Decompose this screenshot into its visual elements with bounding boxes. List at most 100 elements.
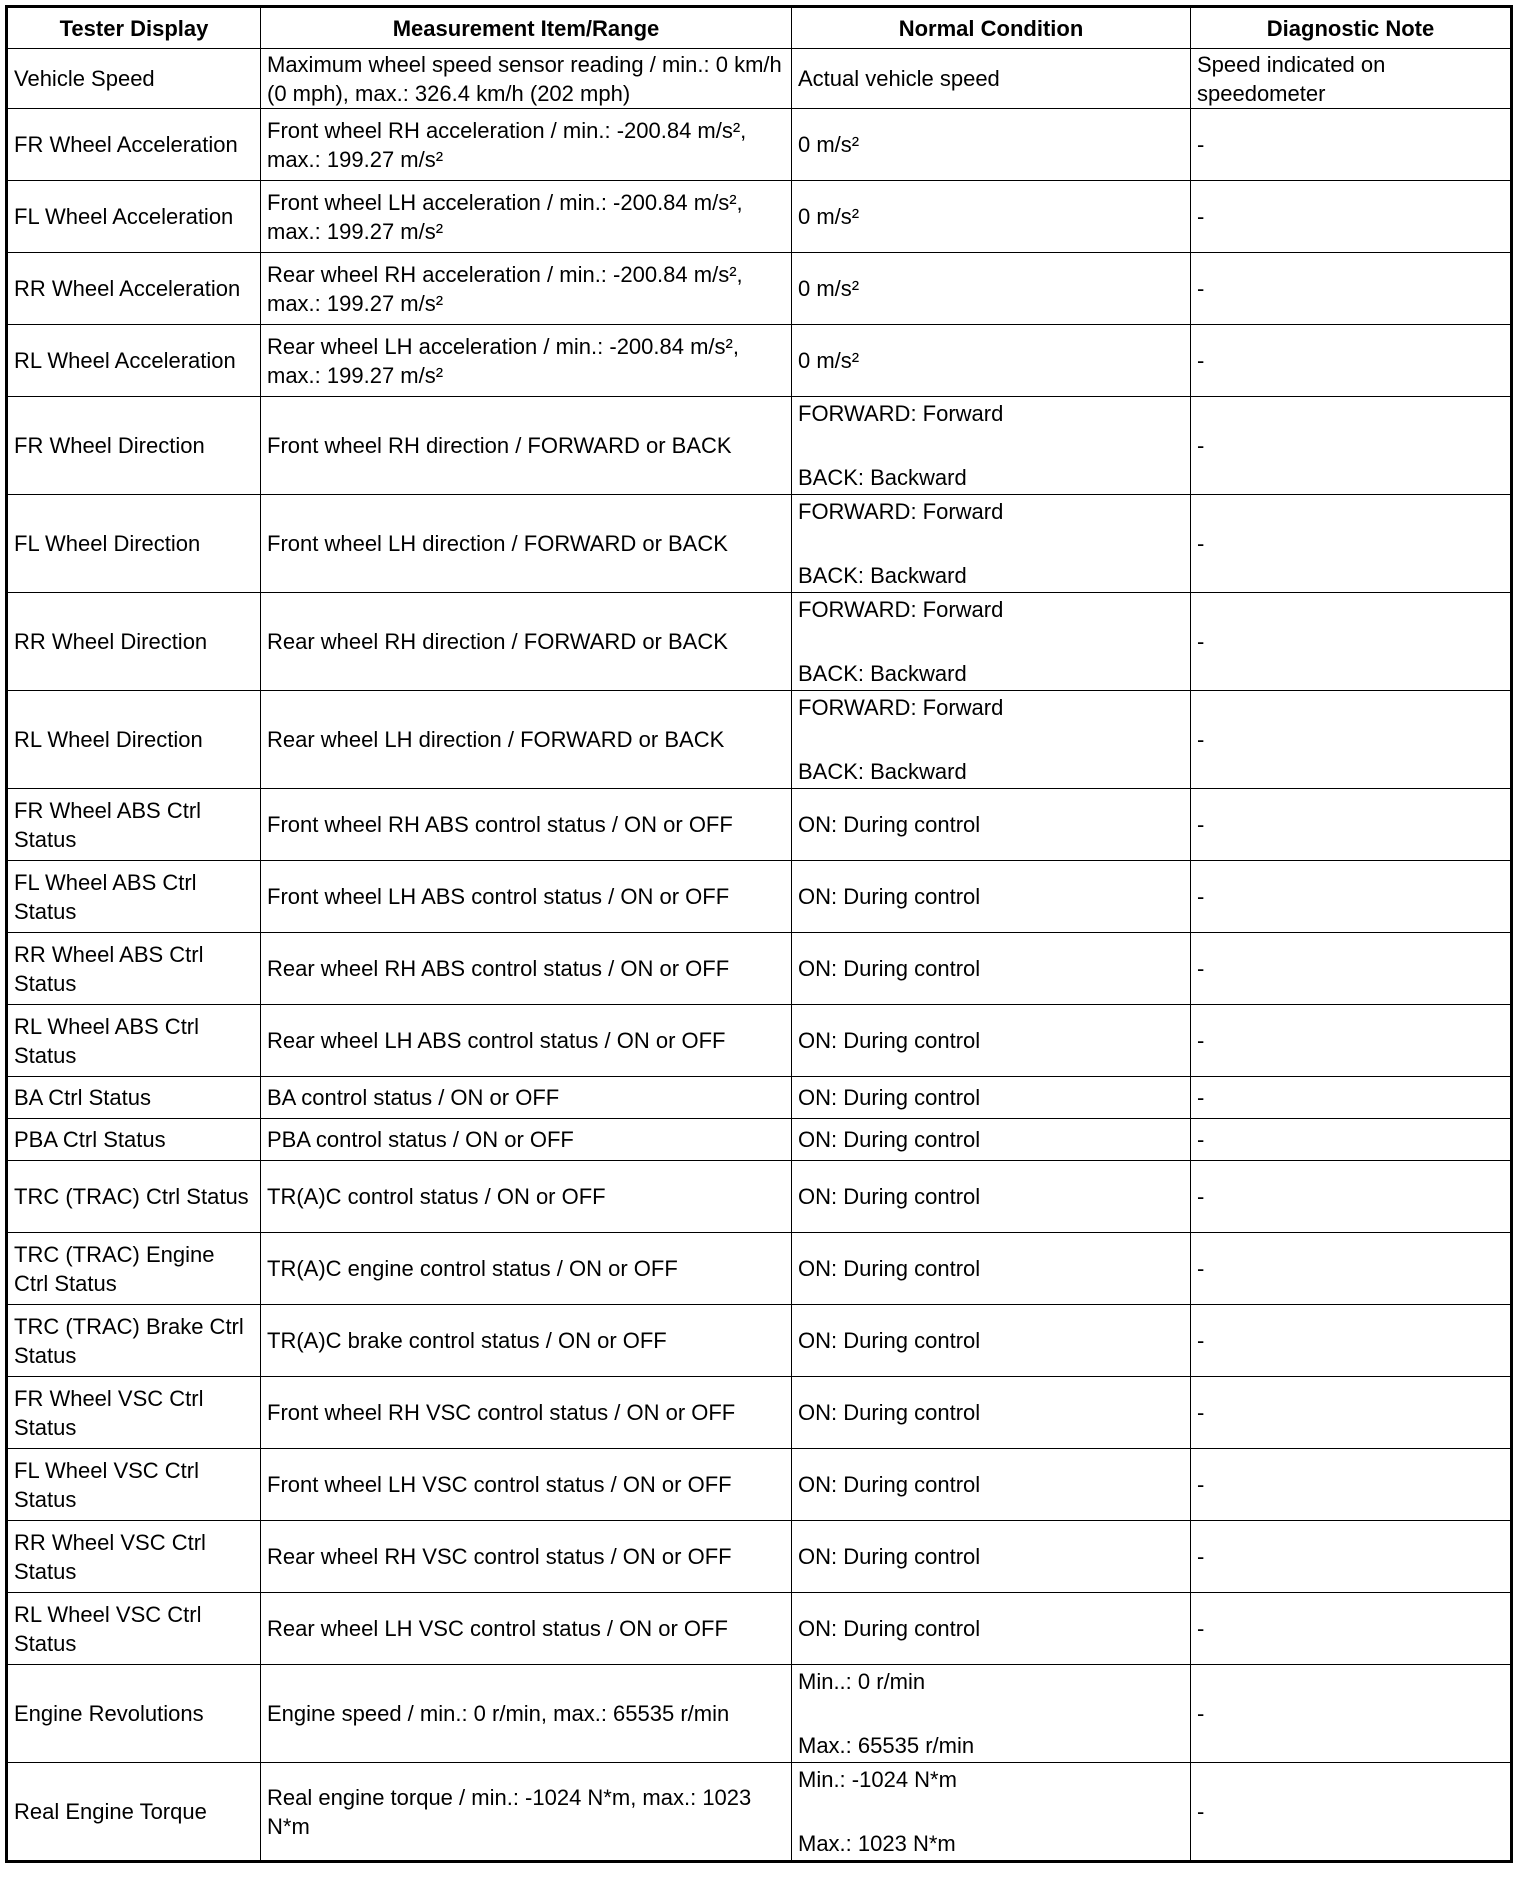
normal-condition-cell: 0 m/s² <box>791 180 1191 253</box>
diagnostic-note-cell: - <box>1190 592 1512 691</box>
measurement-range-cell: Front wheel LH acceleration / min.: -200… <box>260 180 792 253</box>
normal-condition-cell: Min..: 0 r/min Max.: 65535 r/min <box>791 1664 1191 1763</box>
table-row: FL Wheel ABS Ctrl Status Front wheel LH A… <box>6 860 1512 933</box>
table-row: FR Wheel Acceleration Front wheel RH acce… <box>6 108 1512 181</box>
header-diagnostic-note: Diagnostic Note <box>1190 6 1512 49</box>
normal-condition-cell: ON: During control <box>791 788 1191 861</box>
normal-condition-cell: ON: During control <box>791 1076 1191 1119</box>
table-row: TRC (TRAC) Ctrl Status TR(A)C control sta… <box>6 1160 1512 1233</box>
normal-condition-lines: FORWARD: Forward BACK: Backward <box>798 594 1184 690</box>
tester-display-cell: Vehicle Speed <box>6 48 261 109</box>
tester-display-cell: Engine Revolutions <box>6 1664 261 1763</box>
measurement-range-cell: Front wheel RH ABS control status / ON o… <box>260 788 792 861</box>
measurement-range-cell: Rear wheel LH direction / FORWARD or BAC… <box>260 690 792 789</box>
normal-condition-cell: ON: During control <box>791 1232 1191 1305</box>
diagnostic-note-cell: - <box>1190 396 1512 495</box>
normal-condition-line: Min.: -1024 N*m <box>798 1767 957 1792</box>
table-row: FR Wheel ABS Ctrl Status Front wheel RH A… <box>6 788 1512 861</box>
normal-condition-cell: 0 m/s² <box>791 324 1191 397</box>
measurement-range-cell: PBA control status / ON or OFF <box>260 1118 792 1161</box>
measurement-range-cell: Engine speed / min.: 0 r/min, max.: 6553… <box>260 1664 792 1763</box>
normal-condition-cell: ON: During control <box>791 1376 1191 1449</box>
tester-display-cell: Real Engine Torque <box>6 1762 261 1862</box>
normal-condition-line: BACK: Backward <box>798 465 967 490</box>
measurement-range-cell: Rear wheel LH acceleration / min.: -200.… <box>260 324 792 397</box>
diagnostic-note-cell: - <box>1190 932 1512 1005</box>
header-row: Tester Display Measurement Item/Range No… <box>6 6 1512 49</box>
normal-condition-lines: FORWARD: Forward BACK: Backward <box>798 496 1184 592</box>
normal-condition-line: Max.: 65535 r/min <box>798 1733 975 1758</box>
table-row: FR Wheel Direction Front wheel RH directi… <box>6 396 1512 495</box>
normal-condition-cell: FORWARD: Forward BACK: Backward <box>791 494 1191 593</box>
table-row: Vehicle Speed Maximum wheel speed sensor … <box>6 48 1512 109</box>
normal-condition-cell: ON: During control <box>791 932 1191 1005</box>
normal-condition-cell: ON: During control <box>791 1304 1191 1377</box>
table-row: RR Wheel ABS Ctrl Status Rear wheel RH AB… <box>6 932 1512 1005</box>
table-row: RL Wheel ABS Ctrl Status Rear wheel LH AB… <box>6 1004 1512 1077</box>
tester-display-cell: FL Wheel ABS Ctrl Status <box>6 860 261 933</box>
tester-display-cell: RL Wheel Acceleration <box>6 324 261 397</box>
tester-display-cell: TRC (TRAC) Ctrl Status <box>6 1160 261 1233</box>
normal-condition-lines: FORWARD: Forward BACK: Backward <box>798 398 1184 494</box>
measurement-range-cell: TR(A)C engine control status / ON or OFF <box>260 1232 792 1305</box>
measurement-range-cell: Rear wheel LH ABS control status / ON or… <box>260 1004 792 1077</box>
measurement-range-cell: Rear wheel RH acceleration / min.: -200.… <box>260 252 792 325</box>
normal-condition-cell: ON: During control <box>791 1004 1191 1077</box>
measurement-range-cell: Front wheel RH VSC control status / ON o… <box>260 1376 792 1449</box>
normal-condition-line: BACK: Backward <box>798 563 967 588</box>
table-row: TRC (TRAC) Brake Ctrl Status TR(A)C brake… <box>6 1304 1512 1377</box>
measurement-range-cell: TR(A)C brake control status / ON or OFF <box>260 1304 792 1377</box>
normal-condition-cell: 0 m/s² <box>791 108 1191 181</box>
data-list-table: Tester Display Measurement Item/Range No… <box>5 5 1513 1863</box>
diagnostic-note-cell: - <box>1190 1076 1512 1119</box>
normal-condition-lines: Min..: 0 r/min Max.: 65535 r/min <box>798 1666 1184 1762</box>
normal-condition-cell: Min.: -1024 N*m Max.: 1023 N*m <box>791 1762 1191 1862</box>
measurement-range-cell: Front wheel RH direction / FORWARD or BA… <box>260 396 792 495</box>
tester-display-cell: FR Wheel Direction <box>6 396 261 495</box>
normal-condition-line: BACK: Backward <box>798 661 967 686</box>
tester-display-cell: TRC (TRAC) Brake Ctrl Status <box>6 1304 261 1377</box>
diagnostic-note-cell: Speed indicated on speedometer <box>1190 48 1512 109</box>
normal-condition-cell: ON: During control <box>791 860 1191 933</box>
normal-condition-cell: FORWARD: Forward BACK: Backward <box>791 396 1191 495</box>
normal-condition-cell: Actual vehicle speed <box>791 48 1191 109</box>
diagnostic-note-cell: - <box>1190 860 1512 933</box>
measurement-range-cell: Rear wheel LH VSC control status / ON or… <box>260 1592 792 1665</box>
tester-display-cell: RR Wheel Direction <box>6 592 261 691</box>
diagnostic-note-cell: - <box>1190 1376 1512 1449</box>
table-row: RL Wheel VSC Ctrl Status Rear wheel LH VS… <box>6 1592 1512 1665</box>
table-row: Engine Revolutions Engine speed / min.: 0… <box>6 1664 1512 1763</box>
diagnostic-note-cell: - <box>1190 324 1512 397</box>
table-row: PBA Ctrl Status PBA control status / ON o… <box>6 1118 1512 1161</box>
normal-condition-cell: 0 m/s² <box>791 252 1191 325</box>
tester-display-cell: RL Wheel Direction <box>6 690 261 789</box>
measurement-range-cell: Rear wheel RH ABS control status / ON or… <box>260 932 792 1005</box>
table-row: RL Wheel Direction Rear wheel LH directio… <box>6 690 1512 789</box>
normal-condition-cell: ON: During control <box>791 1118 1191 1161</box>
diagnostic-note-cell: - <box>1190 108 1512 181</box>
table-row: RL Wheel Acceleration Rear wheel LH accel… <box>6 324 1512 397</box>
tester-display-cell: FR Wheel ABS Ctrl Status <box>6 788 261 861</box>
table-row: BA Ctrl Status BA control status / ON or … <box>6 1076 1512 1119</box>
normal-condition-lines: Min.: -1024 N*m Max.: 1023 N*m <box>798 1764 1184 1861</box>
measurement-range-cell: Front wheel RH acceleration / min.: -200… <box>260 108 792 181</box>
measurement-range-cell: Front wheel LH VSC control status / ON o… <box>260 1448 792 1521</box>
header-measurement-item: Measurement Item/Range <box>260 6 792 49</box>
table-row: RR Wheel Direction Rear wheel RH directio… <box>6 592 1512 691</box>
tester-display-cell: TRC (TRAC) Engine Ctrl Status <box>6 1232 261 1305</box>
diagnostic-note-cell: - <box>1190 180 1512 253</box>
diagnostic-note-cell: - <box>1190 1160 1512 1233</box>
normal-condition-line: Min..: 0 r/min <box>798 1669 926 1694</box>
normal-condition-line: FORWARD: Forward <box>798 401 1004 426</box>
diagnostic-note-cell: - <box>1190 690 1512 789</box>
normal-condition-line: FORWARD: Forward <box>798 597 1004 622</box>
normal-condition-line: BACK: Backward <box>798 759 967 784</box>
measurement-range-cell: Maximum wheel speed sensor reading / min… <box>260 48 792 109</box>
tester-display-cell: RR Wheel Acceleration <box>6 252 261 325</box>
diagnostic-note-cell: - <box>1190 494 1512 593</box>
tester-display-cell: RL Wheel ABS Ctrl Status <box>6 1004 261 1077</box>
normal-condition-cell: FORWARD: Forward BACK: Backward <box>791 592 1191 691</box>
tester-display-cell: RR Wheel ABS Ctrl Status <box>6 932 261 1005</box>
normal-condition-cell: ON: During control <box>791 1160 1191 1233</box>
normal-condition-line: FORWARD: Forward <box>798 499 1004 524</box>
